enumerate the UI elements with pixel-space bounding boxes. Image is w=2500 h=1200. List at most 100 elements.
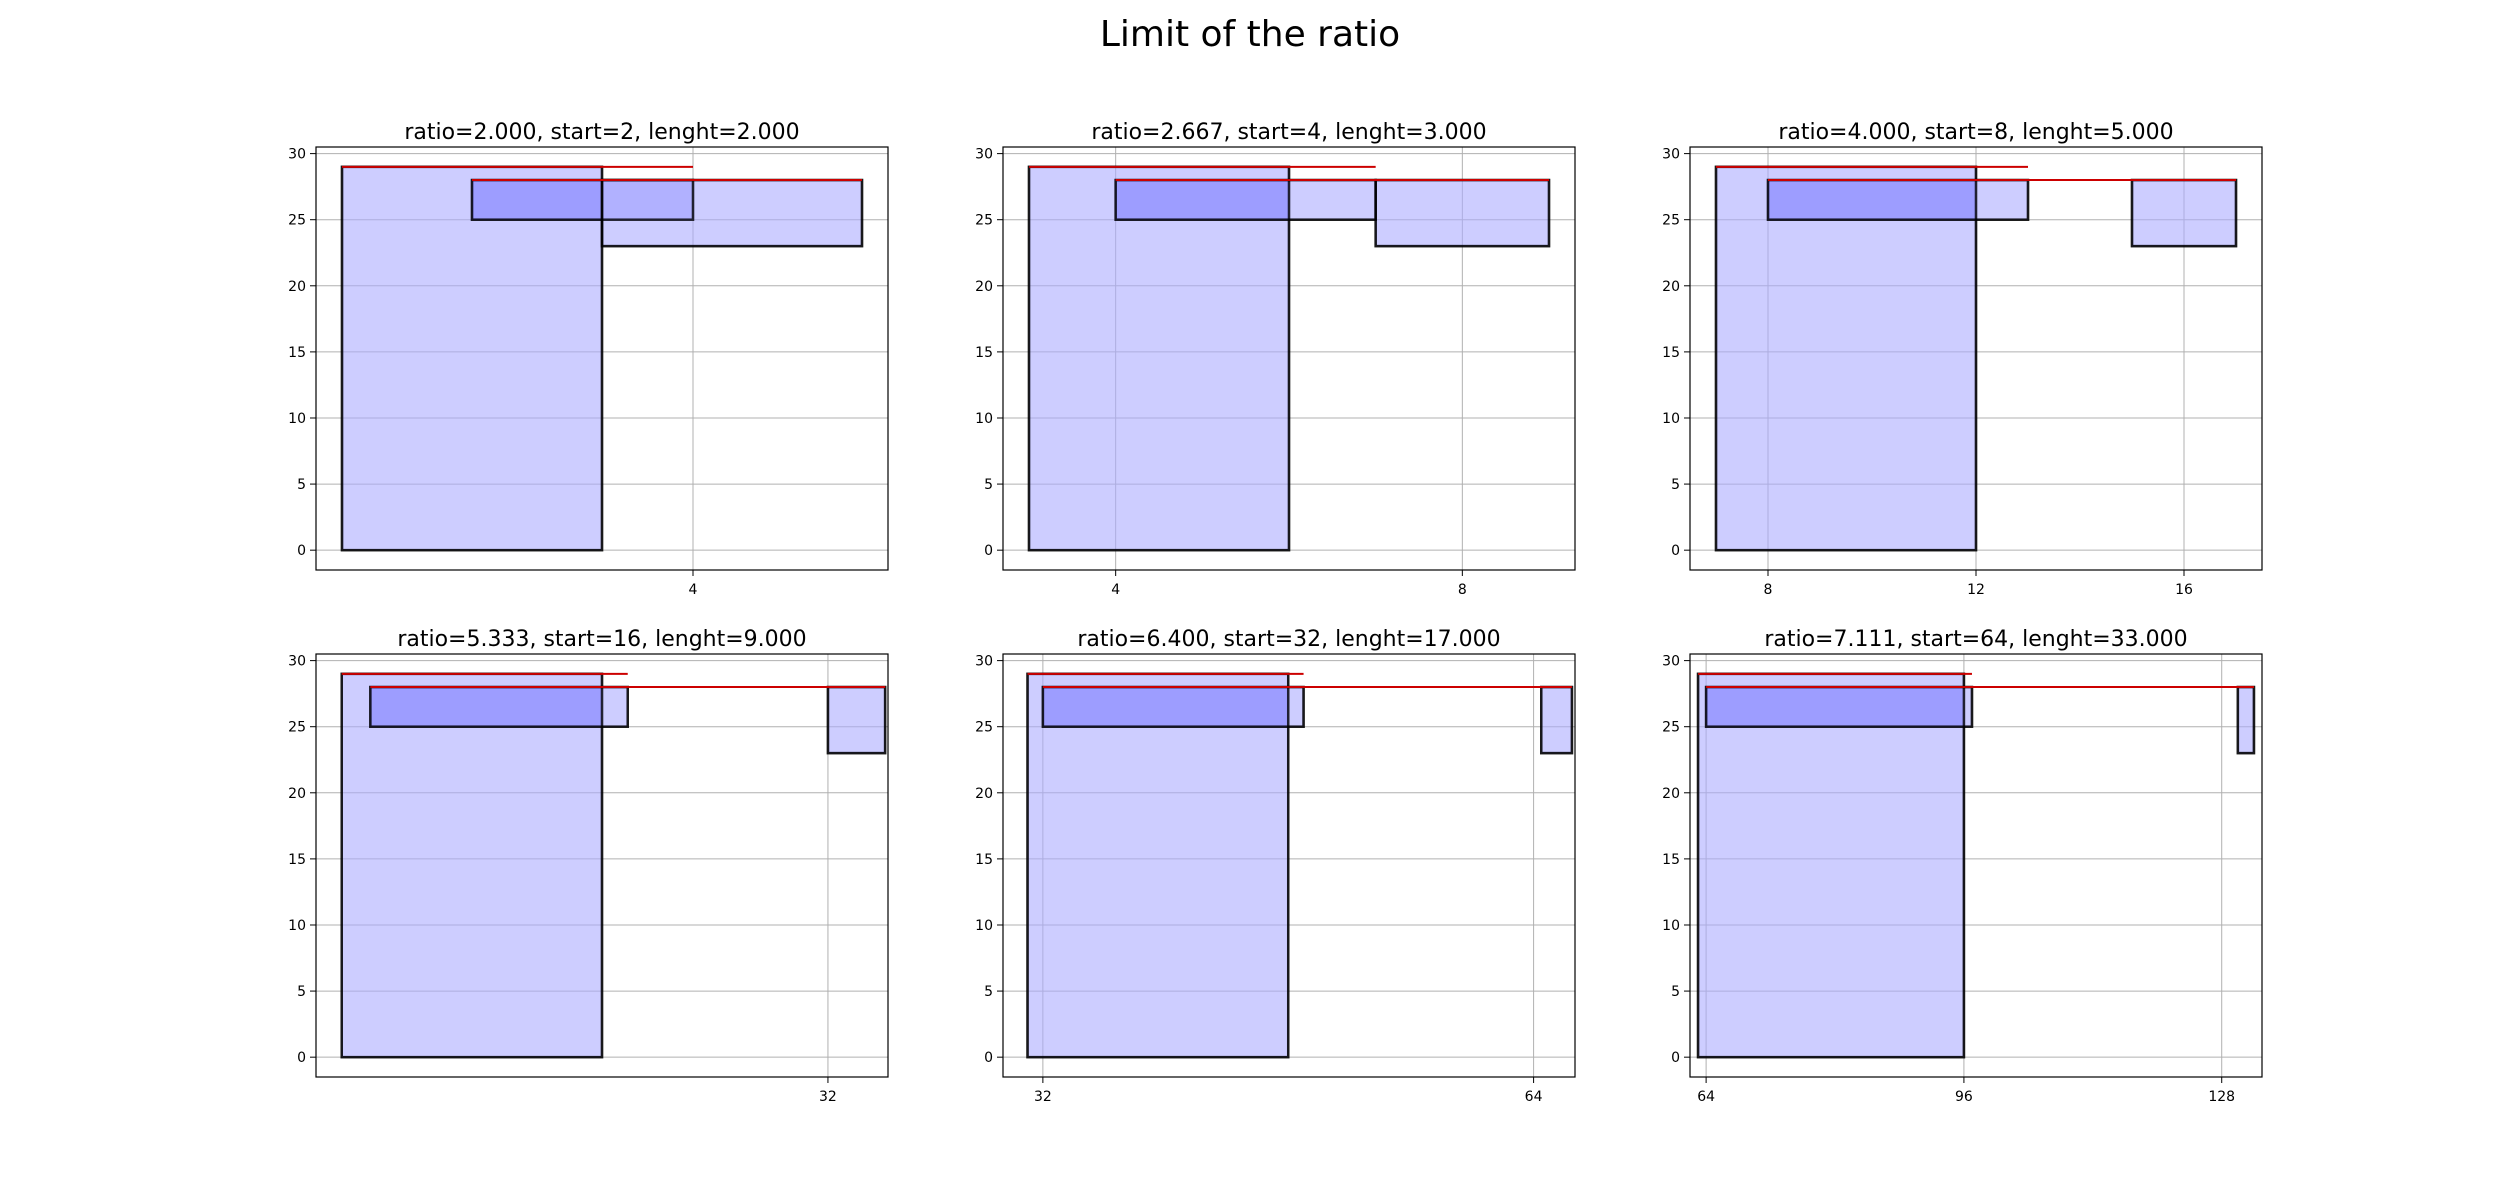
subplot-title: ratio=5.333, start=16, lenght=9.000: [397, 627, 806, 652]
subplot-6: 0 5 10 15 20 25 30 64 96 128 ratio=7.111, start=64…: [1662, 627, 2263, 1105]
bar-fill-3: [827, 687, 886, 754]
x-tick-label: 16: [2175, 582, 2193, 598]
bar-fill-2: [370, 687, 628, 727]
y-tick-label: 10: [288, 411, 306, 427]
y-tick-label: 15: [975, 852, 993, 868]
subplot-2: 0 5 10 15 20 25 30 4 8 ratio=2.667, start=4, leng…: [975, 120, 1576, 598]
y-tick-label: 10: [1662, 411, 1680, 427]
y-tick-label: 0: [297, 543, 306, 559]
bar-fill-2: [1706, 687, 1972, 727]
x-tick-label: 64: [1525, 1089, 1543, 1105]
x-tick-label: 12: [1967, 582, 1985, 598]
y-tick-label: 0: [984, 543, 993, 559]
subplot-title: ratio=2.000, start=2, lenght=2.000: [404, 120, 799, 145]
y-tick-label: 0: [297, 1050, 306, 1066]
subplot-3: 0 5 10 15 20 25 30 8 12 16 ratio=4.000, start=8, l…: [1662, 120, 2263, 598]
y-tick-label: 5: [1671, 984, 1680, 1000]
bar-overlap: [370, 687, 602, 727]
y-tick-label: 20: [975, 279, 993, 295]
y-tick-label: 0: [1671, 543, 1680, 559]
bar-fill-2: [472, 180, 693, 220]
y-tick-label: 25: [975, 720, 993, 736]
bar-1: [1696, 672, 1966, 1059]
bar-3: [2130, 178, 2238, 248]
subplot-title: ratio=4.000, start=8, lenght=5.000: [1778, 120, 2173, 145]
subplot-1: 0 5 10 15 20 25 30 4 ratio=2.000, start=2, lengh…: [288, 120, 889, 598]
y-tick-label: 10: [975, 411, 993, 427]
axes-frame: [315, 146, 889, 571]
y-tick-label: 25: [1662, 720, 1680, 736]
y-tick-label: 5: [297, 477, 306, 493]
y-tick-label: 15: [288, 345, 306, 361]
figure-title: Limit of the ratio: [1099, 14, 1401, 55]
bar-fill-1: [1698, 673, 1964, 1058]
y-tick-label: 15: [1662, 345, 1680, 361]
y-tick-label: 30: [288, 147, 306, 163]
subplot-4: 0 5 10 15 20 25 30 32 ratio=5.333, start=16, len…: [288, 627, 889, 1105]
y-tick-label: 10: [288, 918, 306, 934]
y-tick-label: 30: [975, 654, 993, 670]
y-tick-label: 10: [1662, 918, 1680, 934]
axes-frame: [315, 653, 889, 1078]
x-tick-label: 4: [689, 582, 698, 598]
bar-fill-3: [1375, 180, 1549, 247]
bar-overlap: [1706, 687, 1964, 727]
subplot-title: ratio=6.400, start=32, lenght=17.000: [1077, 627, 1500, 652]
y-tick-label: 20: [1662, 279, 1680, 295]
y-tick-label: 25: [288, 720, 306, 736]
y-tick-label: 30: [975, 147, 993, 163]
y-tick-label: 0: [984, 1050, 993, 1066]
y-tick-label: 30: [1662, 147, 1680, 163]
subplot-5: 0 5 10 15 20 25 30 32 64 ratio=6.400, start=32, l…: [975, 627, 1576, 1105]
bar-overlap: [1042, 687, 1289, 727]
y-tick-label: 5: [984, 984, 993, 1000]
y-tick-label: 20: [975, 786, 993, 802]
bar-overlap: [1115, 180, 1289, 220]
x-tick-label: 8: [1458, 582, 1467, 598]
y-tick-label: 25: [1662, 213, 1680, 229]
bar-1: [1026, 672, 1290, 1059]
bar-fill-1: [341, 673, 602, 1058]
bar-fill-3: [602, 180, 862, 247]
bar-fill-1: [342, 166, 602, 551]
y-tick-label: 15: [1662, 852, 1680, 868]
y-tick-label: 25: [288, 213, 306, 229]
bar-1: [1714, 165, 1978, 552]
y-tick-label: 0: [1671, 1050, 1680, 1066]
y-tick-label: 25: [975, 213, 993, 229]
y-tick-label: 30: [1662, 654, 1680, 670]
axes-frame: [1002, 653, 1576, 1078]
y-tick-label: 5: [297, 984, 306, 1000]
y-tick-label: 30: [288, 654, 306, 670]
y-tick-label: 15: [288, 852, 306, 868]
bar-fill-1: [1029, 166, 1289, 551]
bar-fill-2: [1042, 687, 1304, 727]
x-tick-label: 8: [1764, 582, 1773, 598]
y-tick-label: 20: [1662, 786, 1680, 802]
bar-1: [1027, 165, 1291, 552]
subplot-title: ratio=2.667, start=4, lenght=3.000: [1091, 120, 1486, 145]
x-tick-label: 32: [1034, 1089, 1052, 1105]
y-tick-label: 10: [975, 918, 993, 934]
y-tick-label: 5: [1671, 477, 1680, 493]
y-tick-label: 20: [288, 279, 306, 295]
x-tick-label: 96: [1955, 1089, 1973, 1105]
bar-1: [340, 165, 604, 552]
bar-fill-3: [2132, 180, 2236, 247]
bar-overlap: [472, 180, 602, 220]
x-tick-label: 128: [2208, 1089, 2235, 1105]
x-tick-label: 64: [1697, 1089, 1715, 1105]
y-tick-label: 5: [984, 477, 993, 493]
bar-fill-3: [2237, 687, 2254, 754]
subplot-title: ratio=7.111, start=64, lenght=33.000: [1764, 627, 2187, 652]
y-tick-label: 15: [975, 345, 993, 361]
bar-overlap: [1768, 180, 1976, 220]
axes-frame: [1689, 653, 2263, 1078]
bar-fill-1: [1027, 673, 1289, 1058]
bar-fill-1: [1716, 166, 1976, 551]
y-tick-label: 20: [288, 786, 306, 802]
x-tick-label: 4: [1111, 582, 1120, 598]
bar-fill-3: [1541, 687, 1572, 754]
axes-frame: [1002, 146, 1576, 571]
